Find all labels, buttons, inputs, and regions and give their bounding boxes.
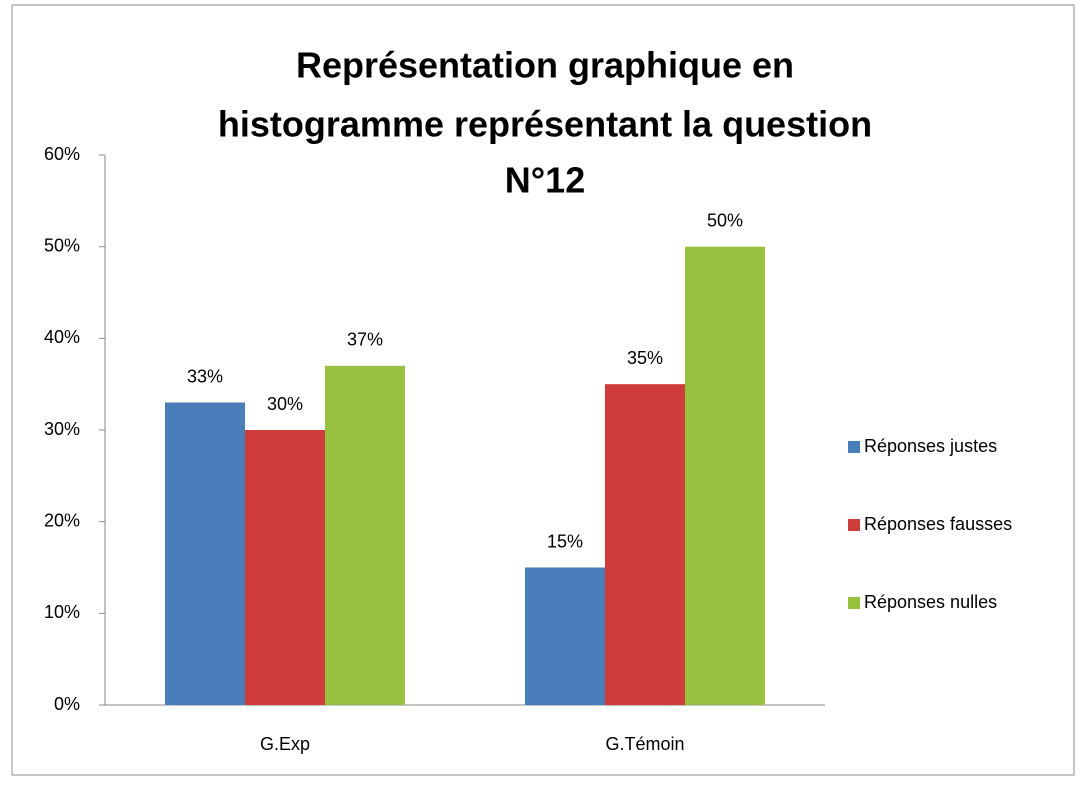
y-tick-label: 20% <box>44 510 80 530</box>
chart-title: N°12 <box>505 160 585 201</box>
y-tick-label: 10% <box>44 602 80 622</box>
bar <box>165 402 245 705</box>
legend-label: Réponses fausses <box>864 514 1012 534</box>
bar <box>685 246 765 705</box>
legend-swatch <box>848 597 860 609</box>
bar <box>525 567 605 705</box>
bar <box>605 384 685 705</box>
legend-label: Réponses nulles <box>864 592 997 612</box>
y-tick-label: 40% <box>44 327 80 347</box>
bar <box>325 365 405 705</box>
y-tick-label: 30% <box>44 419 80 439</box>
data-label: 37% <box>347 330 383 350</box>
y-tick-label: 0% <box>54 694 80 714</box>
legend-label: Réponses justes <box>864 436 997 456</box>
data-label: 35% <box>627 348 663 368</box>
bar <box>245 430 325 705</box>
data-label: 30% <box>267 394 303 414</box>
x-tick-label: G.Exp <box>260 734 310 754</box>
x-tick-label: G.Témoin <box>605 734 684 754</box>
data-label: 33% <box>187 366 223 386</box>
data-label: 50% <box>707 210 743 230</box>
legend-swatch <box>848 441 860 453</box>
y-tick-label: 50% <box>44 235 80 255</box>
data-label: 15% <box>547 531 583 551</box>
y-tick-label: 60% <box>44 144 80 164</box>
chart-title: histogramme représentant la question <box>218 104 872 145</box>
legend-swatch <box>848 519 860 531</box>
chart-title: Représentation graphique en <box>296 45 794 86</box>
